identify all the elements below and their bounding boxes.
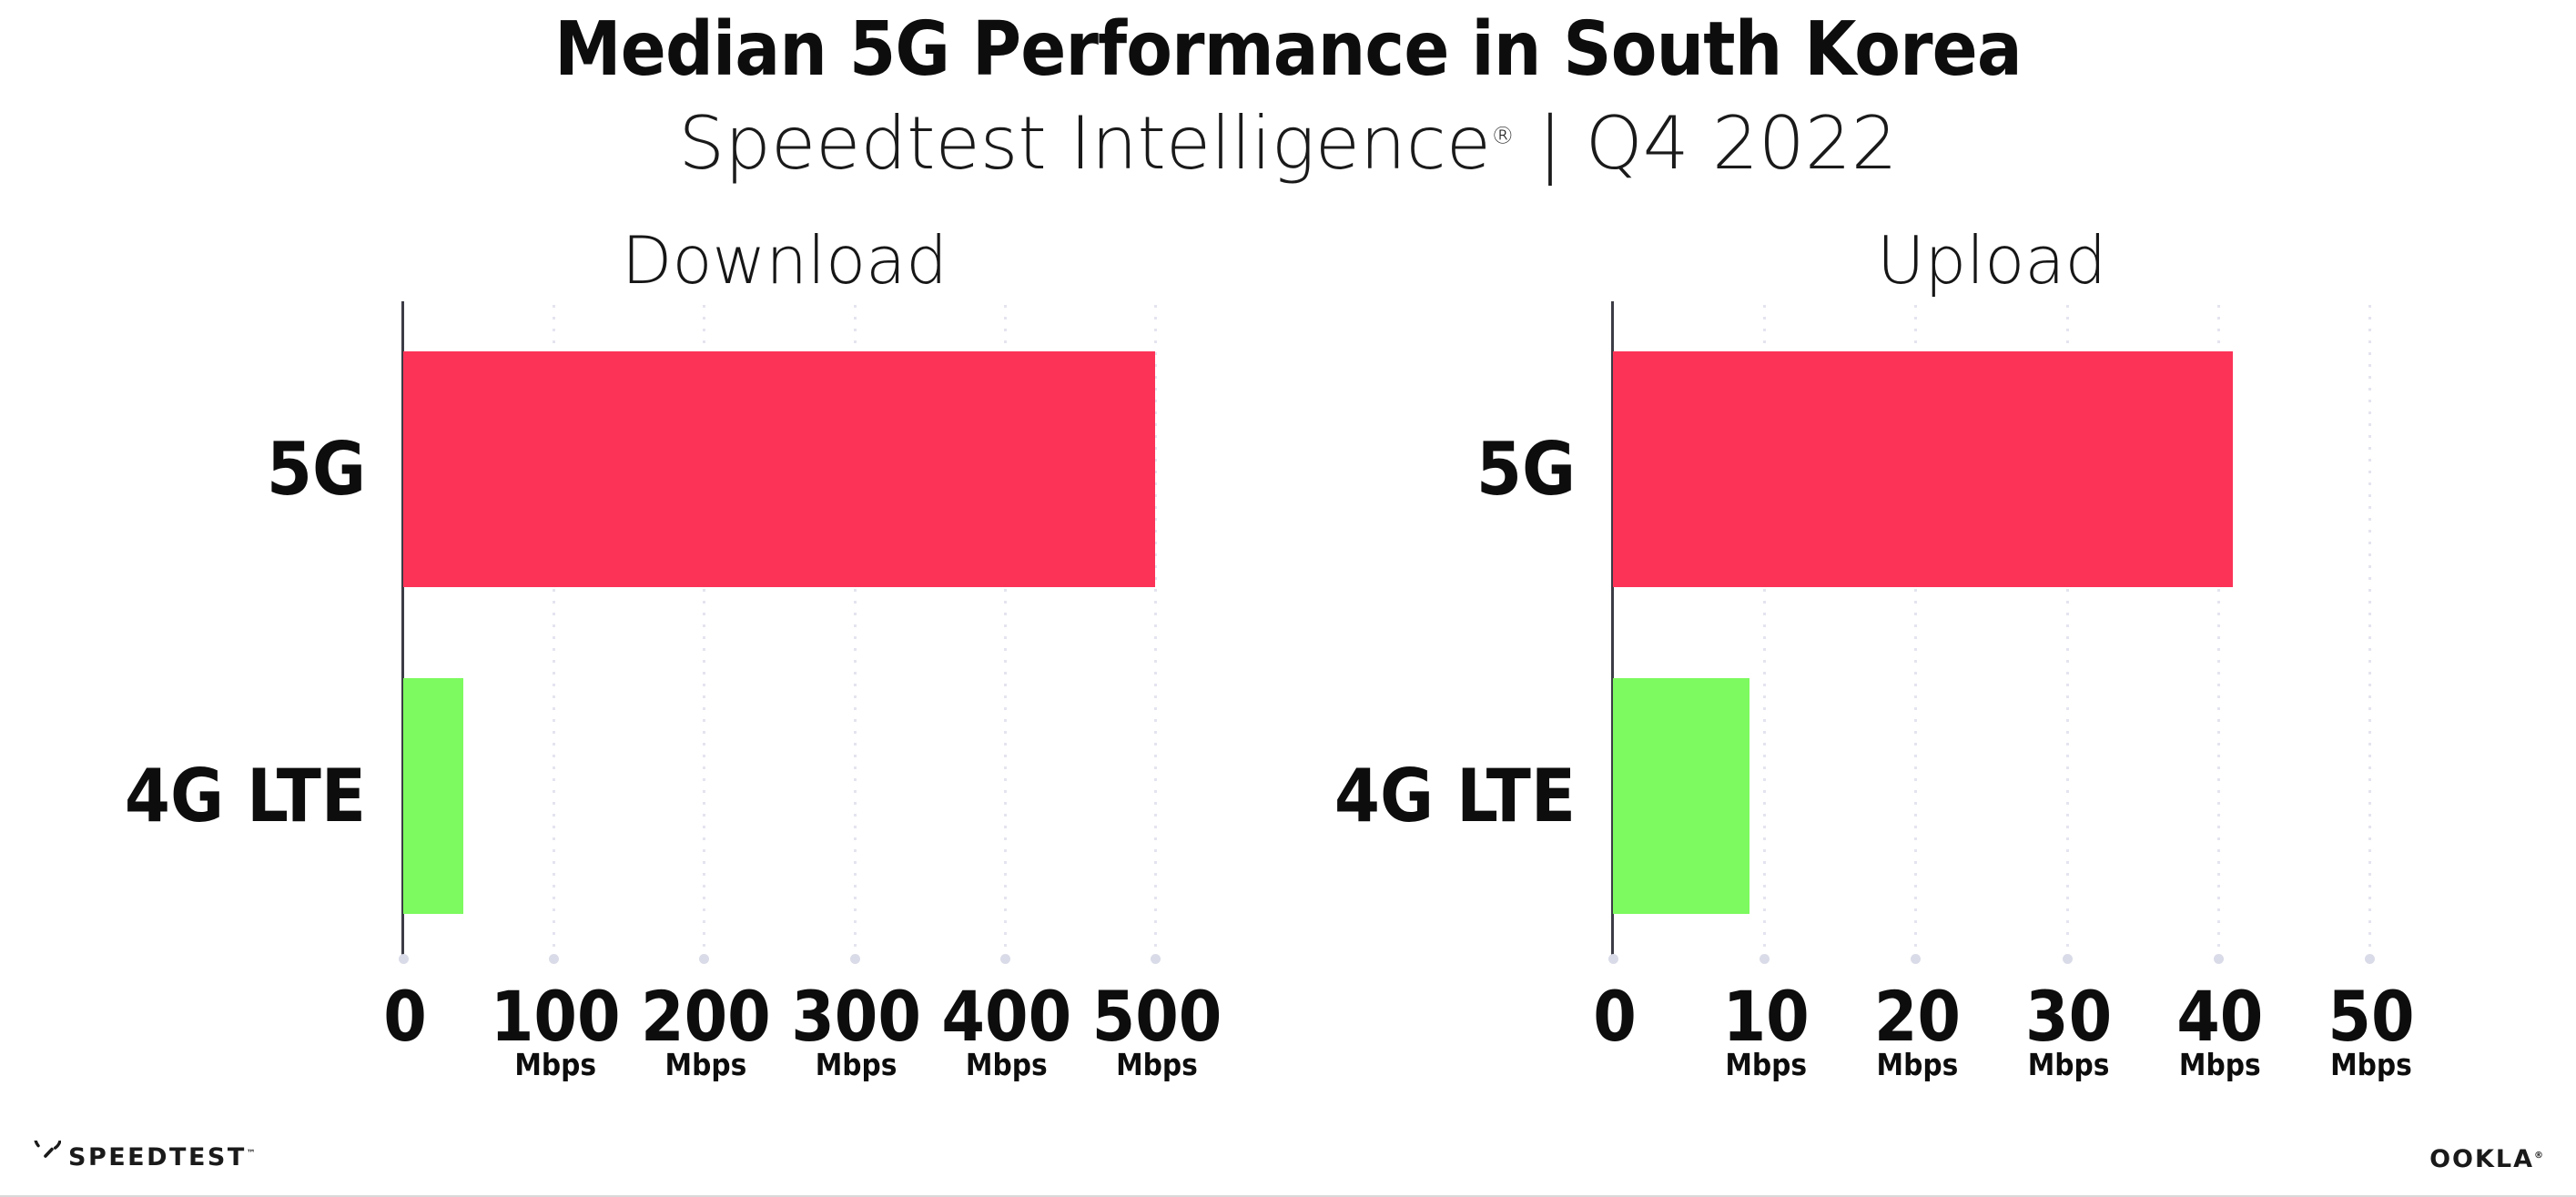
axis-tick-dot xyxy=(2062,954,2073,964)
subtitle-period: | Q4 2022 xyxy=(1514,101,1898,187)
x-tick-unit-label: Mbps xyxy=(1876,1047,1959,1082)
speedtest-gauge-icon xyxy=(34,1141,61,1158)
ookla-registered-mark: ® xyxy=(2534,1151,2543,1161)
x-tick-unit-label: Mbps xyxy=(2330,1047,2412,1082)
upload-plot-area xyxy=(1608,301,2375,964)
page-subtitle: Speedtest Intelligence® | Q4 2022 xyxy=(0,104,2576,184)
y-axis-line xyxy=(401,301,404,959)
axis-tick-dot xyxy=(1760,954,1770,964)
axis-tick-dot xyxy=(1608,954,1618,964)
page-title: Median 5G Performance in South Korea xyxy=(554,6,2023,93)
category-label-4g-lte: 4G LTE xyxy=(1334,753,1576,838)
gridline xyxy=(1914,305,1918,959)
axis-tick-dot xyxy=(2365,954,2375,964)
speedtest-logo: SPEEDTEST™ xyxy=(30,1140,256,1172)
header: Median 5G Performance in South Korea Spe… xyxy=(0,0,2576,184)
axis-tick-dot xyxy=(999,954,1010,964)
y-axis-line xyxy=(1611,301,1614,959)
axis-tick-dot xyxy=(2213,954,2224,964)
x-tick-label: 40 xyxy=(2176,976,2264,1057)
subtitle-brand: Speedtest Intelligence xyxy=(678,101,1491,187)
category-label-5g: 5G xyxy=(1476,426,1576,512)
panel-title-download: Download xyxy=(622,222,948,299)
ookla-logo: OOKLA® xyxy=(2429,1145,2543,1173)
axis-tick-dot xyxy=(1151,954,1161,964)
x-tick-unit-label: Mbps xyxy=(1725,1047,1808,1082)
x-tick-label: 0 xyxy=(1593,976,1637,1057)
x-tick-unit-label: Mbps xyxy=(2178,1047,2261,1082)
gridline xyxy=(1003,305,1007,959)
x-tick-label: 100 xyxy=(490,976,621,1057)
x-tick-label: 20 xyxy=(1873,976,1961,1057)
speedtest-text: SPEEDTEST xyxy=(68,1142,247,1172)
bar-4g-lte-upload xyxy=(1613,678,1749,914)
gridline xyxy=(1154,305,1157,959)
gridline xyxy=(2216,305,2220,959)
x-tick-unit-label: Mbps xyxy=(514,1047,597,1082)
x-tick-unit-label: Mbps xyxy=(2027,1047,2110,1082)
ookla-text: OOKLA xyxy=(2429,1145,2534,1173)
axis-tick-dot xyxy=(399,954,409,964)
speedtest-trademark: ™ xyxy=(246,1148,256,1159)
category-label-4g-lte: 4G LTE xyxy=(124,753,366,838)
x-tick-label: 300 xyxy=(791,976,921,1057)
gridline xyxy=(2368,305,2371,959)
download-chart: Download 0 100 Mbps 200 Mbps 300 Mbps 400 Mbps 50… xyxy=(125,0,1222,1197)
x-tick-label: 200 xyxy=(641,976,771,1057)
axis-tick-dot xyxy=(1911,954,1922,964)
axis-tick-dot xyxy=(549,954,560,964)
axis-tick-dot xyxy=(699,954,710,964)
x-tick-label: 50 xyxy=(2328,976,2415,1057)
download-plot-area xyxy=(399,301,1166,964)
bar-4g-lte-download xyxy=(403,678,464,914)
panel-title-upload: Upload xyxy=(1876,222,2107,299)
category-label-5g: 5G xyxy=(266,426,366,512)
x-tick-label: 400 xyxy=(941,976,1072,1057)
gridline xyxy=(703,305,706,959)
x-tick-label: 10 xyxy=(1722,976,1810,1057)
x-tick-unit-label: Mbps xyxy=(664,1047,747,1082)
x-tick-label: 30 xyxy=(2025,976,2113,1057)
bar-5g-upload xyxy=(1613,351,2234,587)
bar-5g-download xyxy=(403,351,1155,587)
x-tick-label: 500 xyxy=(1091,976,1222,1057)
gridline xyxy=(853,305,857,959)
x-tick-unit-label: Mbps xyxy=(1116,1047,1198,1082)
axis-tick-dot xyxy=(849,954,860,964)
gridline xyxy=(553,305,556,959)
x-tick-unit-label: Mbps xyxy=(815,1047,898,1082)
gridline xyxy=(2065,305,2069,959)
upload-chart: Upload 0 10 Mbps 20 Mbps 30 Mbps 40 Mbps 50 Mbps 5G… xyxy=(1334,0,2415,1197)
gridline xyxy=(1763,305,1767,959)
x-tick-unit-label: Mbps xyxy=(965,1047,1048,1082)
x-tick-label: 0 xyxy=(383,976,427,1057)
registered-mark: ® xyxy=(1490,122,1515,150)
speedtest-wordmark: SPEEDTEST™ xyxy=(68,1141,256,1172)
